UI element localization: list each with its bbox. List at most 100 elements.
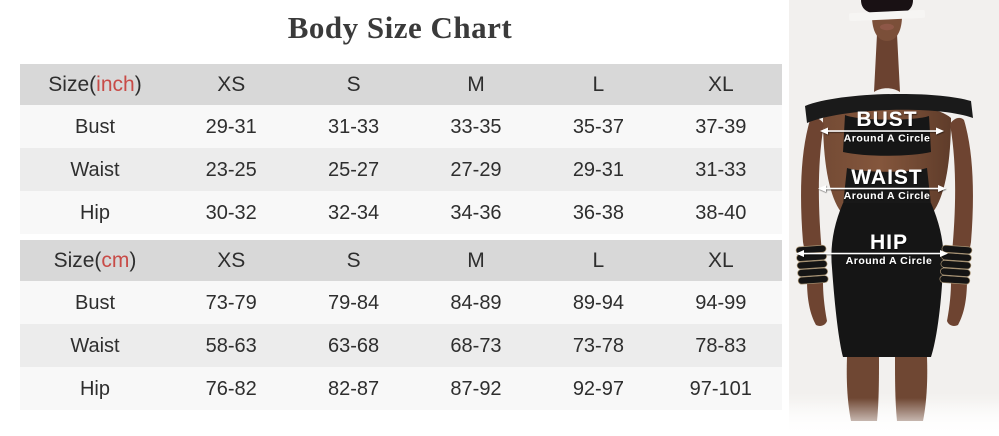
photo-crop-band [848,9,926,22]
measure-label-cell: Hip [79,377,110,400]
hip-caption: Around A Circle [846,255,933,267]
measure-value-cell: 36-38 [572,201,624,224]
model-left-arm [801,117,824,253]
right-bracelet-stack [939,244,973,285]
measure-value-cell: 30-32 [205,201,257,224]
measure-value-cell: 58-63 [205,334,257,357]
unit-unit: inch [96,73,135,96]
model-photo: BUST Around A Circle WAIST Around A Circ… [789,0,999,436]
size-table-header-row: Size(cm) XS S M L XL [20,240,782,281]
size-table-cm: Size(cm) XS S M L XL Bust 73-79 79-84 84-89 89-94 9… [20,240,782,410]
measure-value-cell: 78-83 [695,334,747,357]
measure-value-cell: 31-33 [328,115,380,138]
size-header-cell: XL [707,249,734,272]
bust-caption: Around A Circle [844,133,931,145]
hip-arrowhead-left [796,250,804,257]
size-header-cell: M [467,73,485,96]
size-tables: Size(inch) XS S M L XL Bust 29-31 31-33 33-35 35-3… [20,64,782,416]
measure-value-cell: 25-27 [328,158,380,181]
size-header-cell: XL [707,73,734,96]
measure-value-cell: 94-99 [695,291,747,314]
measure-value-cell: 29-31 [572,158,624,181]
photo-bottom-fade [789,398,999,436]
measure-row-bust: Bust 73-79 79-84 84-89 89-94 94-99 [20,281,782,324]
measure-value-cell: 37-39 [695,115,747,138]
size-header-cell: L [592,249,605,272]
measure-value-cell: 84-89 [450,291,502,314]
measure-row-waist: Waist 58-63 63-68 68-73 73-78 78-83 [20,324,782,367]
measure-value-cell: 73-78 [572,334,624,357]
unit-unit: cm [101,249,130,272]
model-neck [874,34,900,92]
measure-row-waist: Waist 23-25 25-27 27-29 29-31 31-33 [20,148,782,191]
size-header-cell: L [592,73,605,96]
bust-label: BUST [856,108,917,131]
page-title: Body Size Chart [287,10,513,45]
unit-suffix: ) [134,73,142,96]
unit-header-cell: Size(cm) [20,250,170,271]
measure-value-cell: 97-101 [689,377,752,400]
size-header-cell: XS [217,73,246,96]
measure-value-cell: 27-29 [450,158,502,181]
model-illustration: BUST Around A Circle WAIST Around A Circ… [789,0,999,436]
hip-measurement: HIP Around A Circle [796,231,948,267]
model-lips [880,23,894,31]
size-table-inch: Size(inch) XS S M L XL Bust 29-31 31-33 33-35 35-3… [20,64,782,234]
measure-value-cell: 63-68 [328,334,380,357]
unit-suffix: ) [129,249,137,272]
waist-label: WAIST [851,166,923,189]
model-body [795,0,973,421]
measure-label-cell: Waist [70,334,120,357]
measure-row-bust: Bust 29-31 31-33 33-35 35-37 37-39 [20,105,782,148]
model-left-hand [807,280,827,326]
measure-value-cell: 35-37 [572,115,624,138]
measure-label-cell: Waist [70,158,120,181]
measure-value-cell: 79-84 [328,291,380,314]
measure-value-cell: 31-33 [695,158,747,181]
measure-value-cell: 29-31 [205,115,257,138]
size-header-cell: S [346,73,361,96]
size-table-header-row: Size(inch) XS S M L XL [20,64,782,105]
dress-bust-band [843,115,931,156]
measure-value-cell: 82-87 [328,377,380,400]
bust-arrowhead-right [936,127,944,135]
unit-prefix: Size( [48,73,97,96]
measure-label-cell: Bust [74,115,116,138]
size-header-cell: M [467,249,485,272]
measure-value-cell: 32-34 [328,201,380,224]
measure-value-cell: 38-40 [695,201,747,224]
measure-value-cell: 34-36 [450,201,502,224]
waist-arrowhead-left [818,185,826,192]
waist-measurement: WAIST Around A Circle [818,166,946,202]
left-bracelet-stack [795,244,829,285]
measure-value-cell: 68-73 [450,334,502,357]
measure-label-cell: Bust [74,291,116,314]
unit-header-cell: Size(inch) [20,74,170,95]
unit-prefix: Size( [53,249,102,272]
waist-arrowhead-right [938,185,946,192]
dress-waist-band [843,168,931,205]
measure-value-cell: 23-25 [205,158,257,181]
size-header-cell: S [346,249,361,272]
bust-measurement: BUST Around A Circle [820,108,944,145]
measure-value-cell: 92-97 [572,377,624,400]
hip-arrowhead-right [940,250,948,257]
hip-label: HIP [870,231,908,254]
measure-row-hip: Hip 76-82 82-87 87-92 92-97 97-101 [20,367,782,410]
measure-row-hip: Hip 30-32 32-34 34-36 36-38 38-40 [20,191,782,234]
model-right-hand [947,280,967,326]
waist-caption: Around A Circle [844,190,931,202]
measure-label-cell: Hip [79,201,110,224]
dress-skirt [831,203,944,357]
measurement-annotations: BUST Around A Circle WAIST Around A Circ… [796,108,948,267]
measure-value-cell: 76-82 [205,377,257,400]
measure-value-cell: 73-79 [205,291,257,314]
measure-value-cell: 89-94 [572,291,624,314]
measure-value-cell: 33-35 [450,115,502,138]
bust-arrowhead-left [820,127,828,135]
size-header-cell: XS [217,249,246,272]
dress-shoulder-band [805,93,973,123]
model-right-arm [950,117,973,253]
measure-value-cell: 87-92 [450,377,502,400]
